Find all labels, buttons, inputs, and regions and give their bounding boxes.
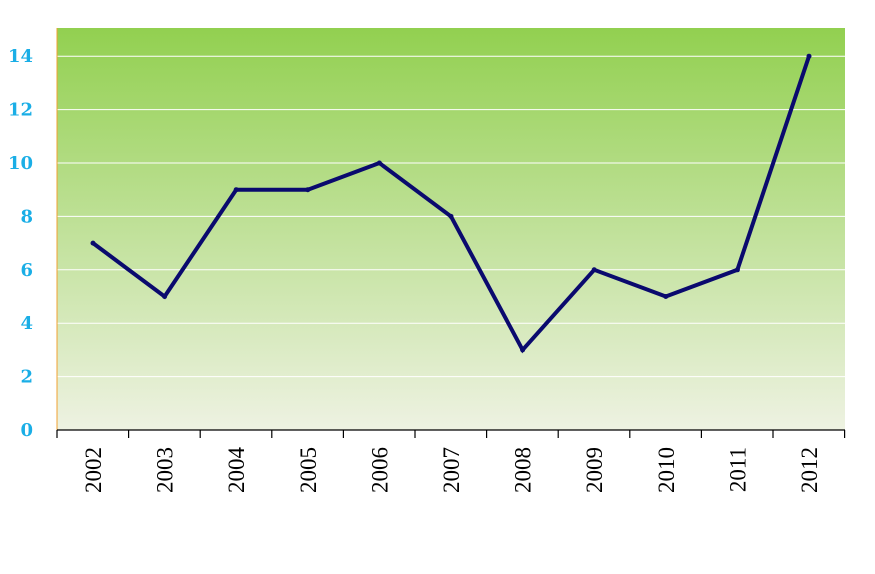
data-point	[448, 213, 454, 219]
data-point	[233, 187, 239, 193]
y-tick-label: 2	[20, 367, 33, 388]
data-point	[376, 160, 382, 166]
data-point	[591, 267, 597, 273]
data-point	[734, 267, 740, 273]
x-tick-label: 2006	[367, 447, 392, 493]
x-tick-labels: 2002 2003 2004 2005 2006 2007 2008 2009 2010 2011…	[81, 447, 822, 494]
y-tick-label: 0	[20, 420, 33, 441]
data-point	[162, 294, 168, 299]
x-tick-label: 2009	[582, 447, 607, 493]
data-point	[305, 187, 311, 193]
gridlines	[57, 55, 845, 378]
x-tick-label: 2010	[654, 447, 679, 493]
x-tick-label: 2012	[797, 447, 822, 493]
data-point	[806, 53, 812, 59]
series-layer	[90, 53, 812, 354]
x-tick-label: 2005	[296, 447, 321, 493]
axes	[56, 28, 846, 438]
y-tick-label: 6	[20, 260, 33, 281]
y-tick-label: 4	[20, 313, 33, 334]
x-tick-label: 2011	[725, 447, 750, 492]
plot-area	[57, 28, 845, 430]
y-tick-label: 14	[8, 46, 33, 67]
y-tick-label: 10	[8, 153, 33, 174]
x-tick-label: 2002	[81, 447, 106, 493]
x-tick-label: 2004	[224, 447, 249, 494]
y-tick-labels: 0 2 4 6 8 10 12 14	[8, 46, 33, 441]
data-point	[90, 240, 96, 246]
x-tick-label: 2008	[511, 447, 536, 493]
data-point	[663, 294, 669, 299]
x-tick-label: 2003	[153, 447, 178, 493]
x-tick-label: 2007	[439, 447, 464, 493]
y-tick-label: 12	[8, 100, 33, 121]
y-tick-label: 8	[20, 206, 33, 227]
data-point	[520, 347, 526, 353]
